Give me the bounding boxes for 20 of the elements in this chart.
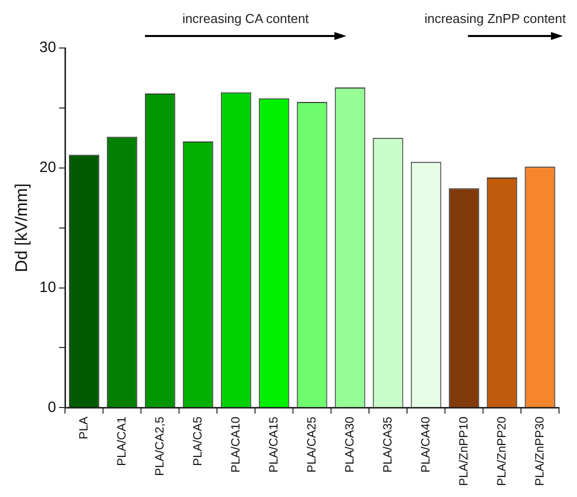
x-tick-label: PLA/CA2,5 bbox=[152, 416, 166, 476]
x-tick-label: PLA/CA5 bbox=[190, 416, 204, 466]
y-tick-label: 0 bbox=[48, 398, 56, 416]
x-tick-label: PLA/CA35 bbox=[380, 416, 394, 473]
x-tick-label: PLA/CA30 bbox=[342, 416, 356, 473]
y-axis-title: Dd [kV/mm] bbox=[12, 183, 31, 272]
y-tick-label: 10 bbox=[39, 278, 56, 296]
y-tick-label: 20 bbox=[39, 159, 56, 176]
x-tick-label: PLA bbox=[76, 416, 90, 440]
text: increasing CA content bbox=[182, 11, 310, 26]
x-tick-label: PLA/ZnPP20 bbox=[494, 416, 508, 486]
text: increasing ZnPP content bbox=[424, 11, 566, 26]
x-tick-label: PLA/CA40 bbox=[418, 416, 432, 473]
x-tick-label: PLA/CA1 bbox=[114, 416, 128, 466]
x-tick-label: PLA/CA15 bbox=[266, 416, 280, 473]
y-tick-label: 30 bbox=[39, 39, 56, 56]
x-tick-label: PLA/ZnPP10 bbox=[456, 416, 470, 486]
x-tick-label: PLA/CA10 bbox=[228, 416, 242, 473]
x-tick-label: PLA/CA25 bbox=[304, 416, 318, 473]
x-tick-label: PLA/ZnPP30 bbox=[532, 416, 546, 486]
